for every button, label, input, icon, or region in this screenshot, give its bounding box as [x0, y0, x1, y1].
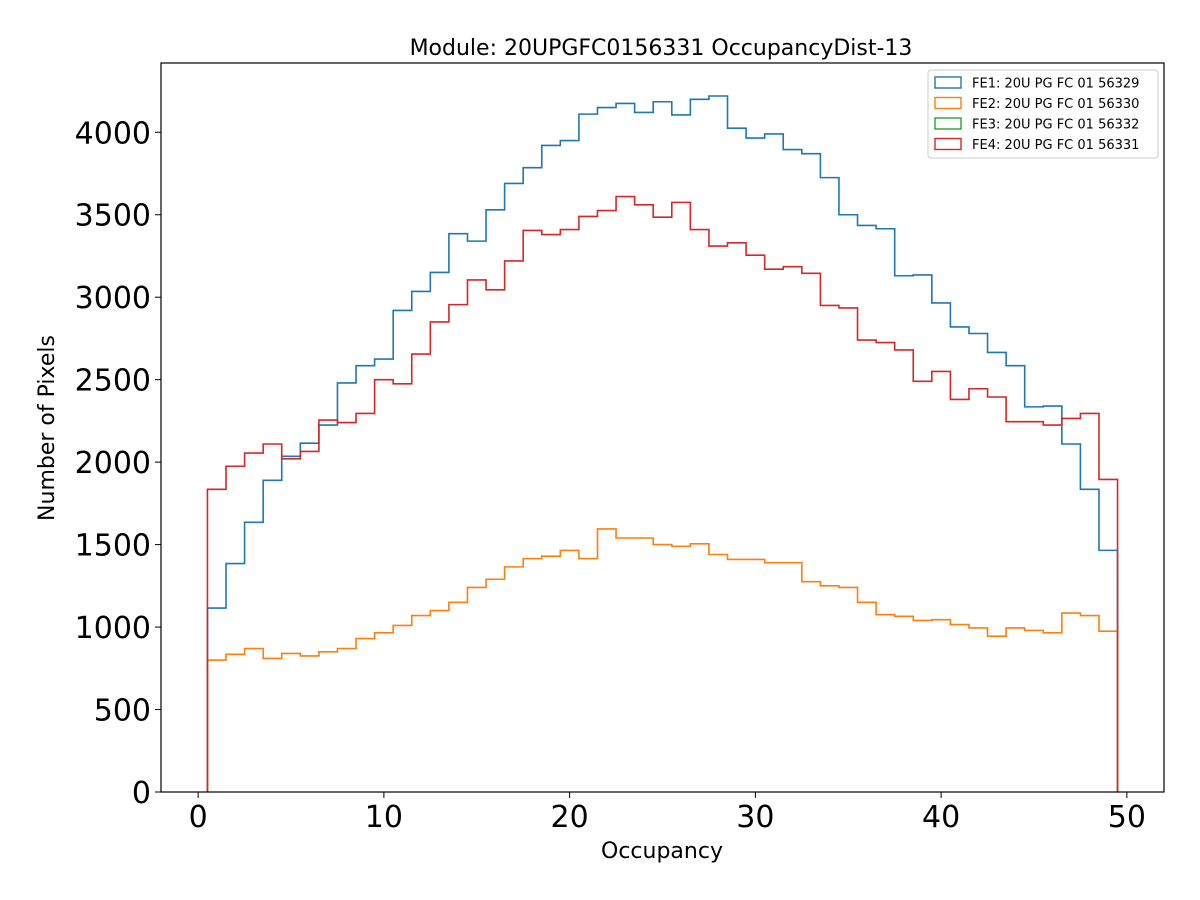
chart-title: Module: 20UPGFC0156331 OccupancyDist-13 [410, 36, 913, 61]
legend-frame [927, 69, 1159, 159]
y-tick-label: 3500 [75, 199, 151, 234]
legend-swatch-fe3 [934, 117, 962, 130]
legend-label-fe4: FE4: 20U PG FC 01 56331 [972, 138, 1139, 153]
legend-swatch-fe1 [934, 76, 962, 89]
ticks-layer: 0 10 20 30 40 5005001000150020002500300035004… [75, 116, 1146, 835]
legend-label-fe3: FE3: 20U PG FC 01 56332 [972, 118, 1139, 133]
series-line-fe4 [206, 195, 1119, 792]
x-tick-label: 40 [922, 800, 960, 835]
y-tick-label: 4000 [75, 116, 151, 151]
x-tick-label: 50 [1108, 800, 1146, 835]
y-tick-label: 2000 [75, 446, 151, 481]
legend-label-fe2: FE2: 20U PG FC 01 56330 [972, 97, 1139, 112]
series-layer [206, 95, 1119, 792]
y-tick-label: 1000 [75, 611, 151, 646]
y-tick-label: 1500 [75, 529, 151, 564]
x-tick-label: 0 [189, 800, 208, 835]
x-tick-label: 20 [551, 800, 589, 835]
y-tick-label: 2500 [75, 364, 151, 399]
legend-swatch-fe2 [934, 96, 962, 110]
x-tick-label: 30 [736, 800, 774, 835]
y-tick-label: 0 [132, 776, 151, 811]
x-axis-label: Occupancy [601, 839, 723, 864]
plot-frame [160, 62, 1165, 793]
y-tick-label: 3000 [75, 281, 151, 316]
y-axis-label: Number of Pixels [35, 335, 60, 521]
series-line-fe2 [206, 528, 1119, 792]
legend-label-fe1: FE1: 20U PG FC 01 56329 [972, 77, 1139, 92]
series-line-fe1 [206, 95, 1119, 792]
legend-swatch-fe4 [934, 137, 962, 151]
legend: FE1: 20U PG FC 01 56329 FE2: 20U PG FC 01… [927, 69, 1159, 159]
x-tick-label: 10 [365, 800, 403, 835]
y-tick-label: 500 [94, 694, 151, 729]
